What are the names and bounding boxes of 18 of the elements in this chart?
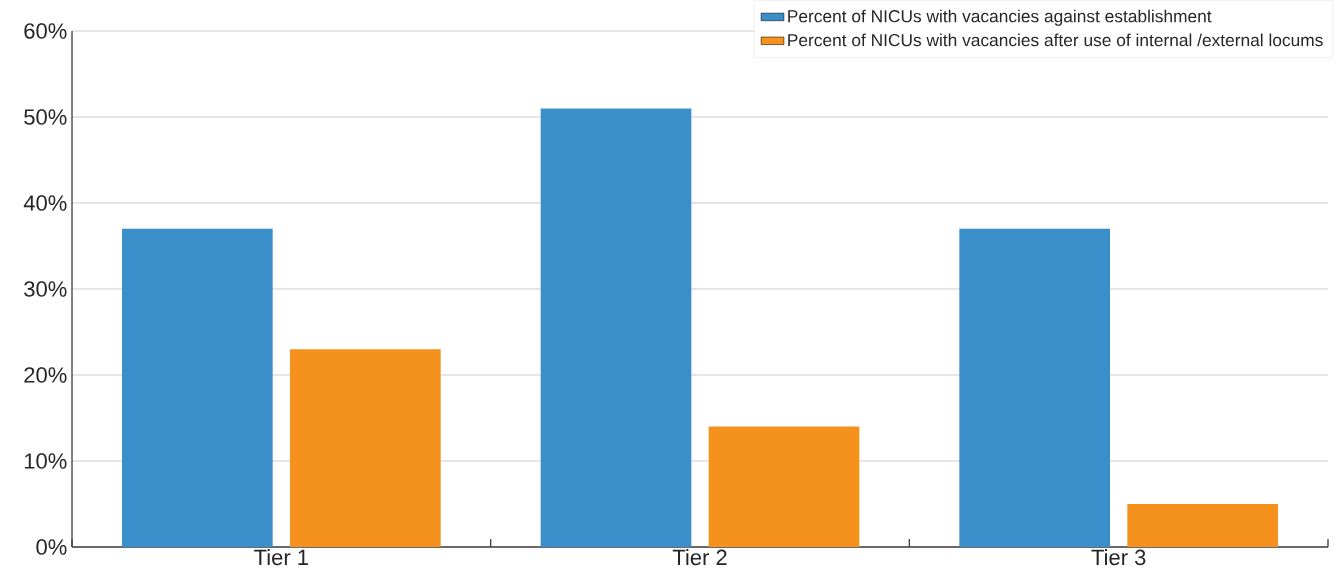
x-tick-label: Tier 2 — [672, 549, 727, 566]
x-tick-label: Tier 1 — [254, 549, 308, 566]
y-tick-label: 60% — [24, 23, 67, 39]
y-tick-label: 0% — [36, 539, 67, 555]
y-tick-label: 10% — [24, 453, 67, 469]
bar — [122, 228, 273, 547]
y-tick-label: 50% — [24, 109, 67, 125]
legend-label: Percent of NICUs with vacancies against establishment — [788, 9, 1212, 26]
y-tick-label: 20% — [24, 367, 67, 383]
legend-label: Percent of NICUs with vacancies after use of internal /external locums — [788, 33, 1323, 47]
bar — [540, 108, 692, 547]
bar — [290, 349, 441, 547]
x-tick-label: Tier 3 — [1091, 549, 1146, 566]
y-tick-label: 40% — [23, 195, 67, 211]
bar — [708, 426, 860, 547]
bar — [1127, 503, 1278, 547]
bar — [959, 228, 1110, 547]
y-tick-label: 30% — [24, 281, 67, 297]
